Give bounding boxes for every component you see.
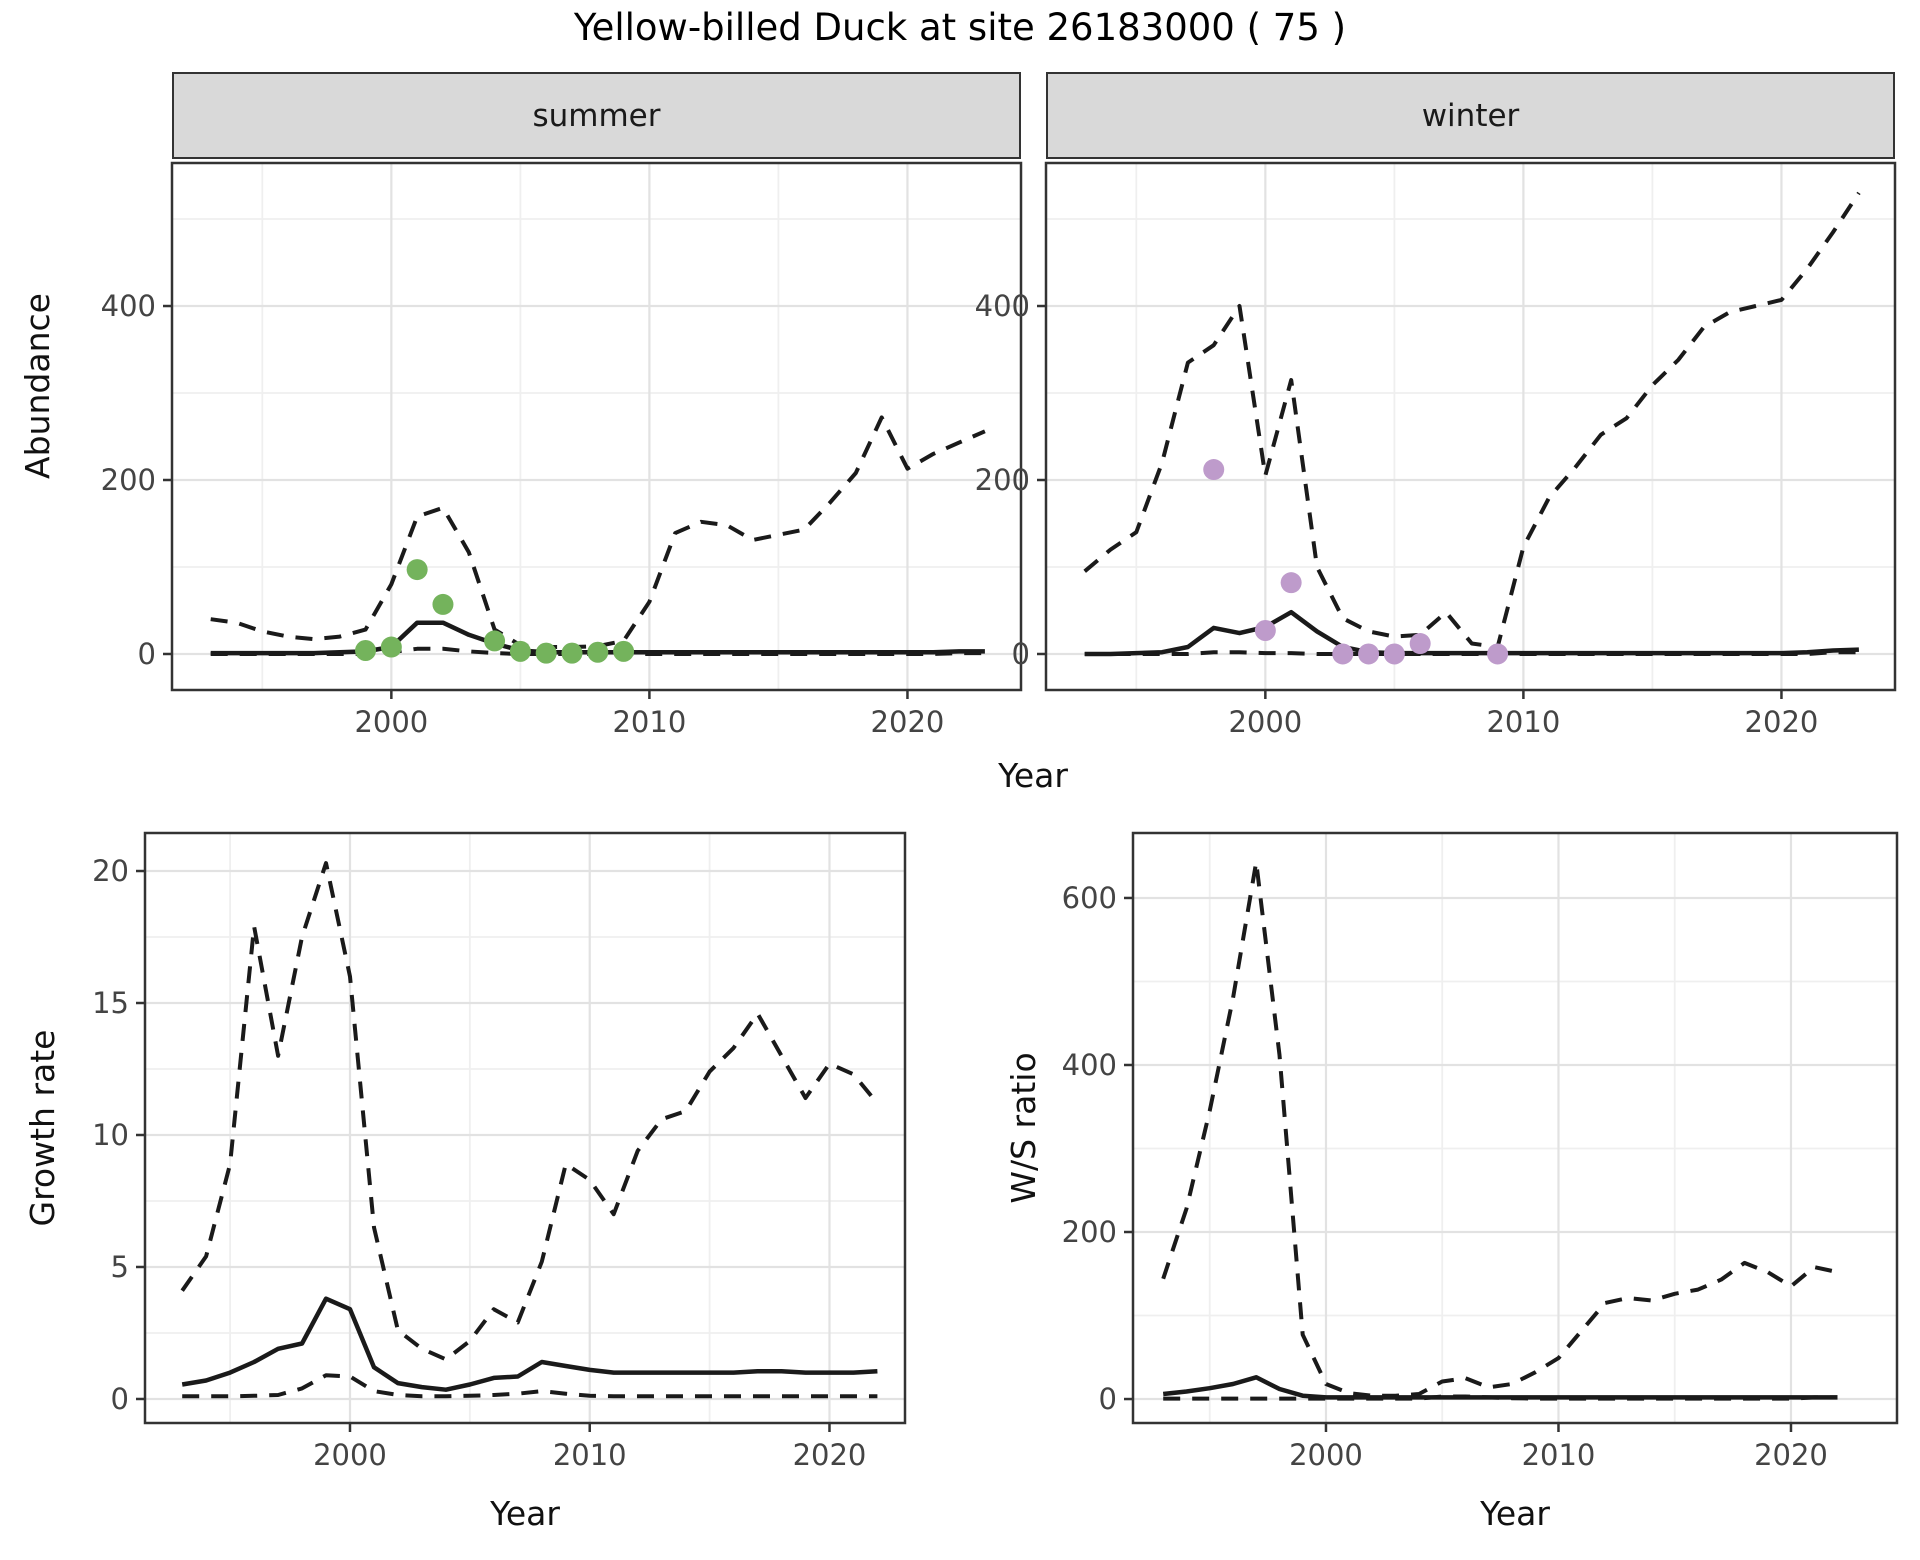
- x-tick-label: 2010: [612, 705, 686, 739]
- x-tick-label: 2010: [1522, 1438, 1596, 1472]
- series-median-fit: [1084, 609, 1859, 657]
- y-tick-label: 0: [1012, 637, 1030, 671]
- page-title: Yellow-billed Duck at site 26183000 ( 75…: [573, 6, 1347, 49]
- facet-strip-winter: winter: [1046, 72, 1895, 159]
- y-axis-title-ws-ratio: W/S ratio: [1004, 1052, 1043, 1204]
- x-tick-label: 2010: [553, 1438, 627, 1472]
- data-point-summer-observations: [587, 641, 609, 663]
- x-tick-label: 2000: [313, 1438, 387, 1472]
- series-upper-ci: [210, 415, 986, 649]
- x-tick-label: 2010: [1486, 705, 1560, 739]
- x-tick-label: 2020: [871, 705, 945, 739]
- data-point-summer-observations: [406, 559, 428, 581]
- x-axis-title-year-bottom-right: Year: [1480, 1494, 1550, 1533]
- y-tick-label: 5: [111, 1250, 129, 1284]
- series-lower-ci: [182, 1373, 878, 1399]
- y-tick-label: 600: [1062, 881, 1117, 915]
- panel-bg: [145, 833, 905, 1423]
- x-tick-label: 2020: [1745, 705, 1819, 739]
- data-point-winter-observations: [1254, 619, 1276, 641]
- facet-strip-summer: summer: [172, 72, 1021, 159]
- data-point-summer-observations: [561, 642, 583, 664]
- x-tick-label: 2000: [1228, 705, 1302, 739]
- panel-bg: [172, 163, 1021, 690]
- y-tick-label: 400: [101, 289, 156, 323]
- x-tick-label: 2020: [793, 1438, 867, 1472]
- y-axis-title-growth-rate: Growth rate: [23, 1029, 62, 1227]
- data-point-winter-observations: [1358, 643, 1380, 665]
- facet-strip-winter-label: winter: [1421, 97, 1520, 134]
- data-point-winter-observations: [1203, 459, 1225, 481]
- data-point-summer-observations: [484, 630, 506, 652]
- data-point-winter-observations: [1280, 572, 1302, 594]
- series-upper-ci: [180, 861, 879, 1362]
- data-point-summer-observations: [432, 593, 454, 615]
- data-point-winter-observations: [1332, 643, 1354, 665]
- panel-abundance-winter: 2000 2010 2020 0 200 400: [975, 161, 1897, 739]
- panel-border: [143, 831, 907, 1425]
- data-point-winter-observations: [1383, 643, 1405, 665]
- x-tick-label: 2000: [354, 705, 428, 739]
- x-axis-title-year-bottom-left: Year: [490, 1494, 560, 1533]
- panel-bg: [1046, 163, 1895, 690]
- data-point-summer-observations: [380, 636, 402, 658]
- panel-border: [1131, 831, 1899, 1425]
- data-point-summer-observations: [355, 640, 377, 662]
- data-point-summer-observations: [535, 642, 557, 664]
- data-point-winter-observations: [1409, 633, 1431, 655]
- y-tick-label: 200: [1062, 1215, 1117, 1249]
- series-median-fit: [1162, 1375, 1838, 1400]
- y-tick-label: 200: [101, 463, 156, 497]
- y-tick-label: 400: [1062, 1048, 1117, 1082]
- series-median-fit: [181, 1296, 878, 1392]
- y-tick-label: 0: [1099, 1382, 1117, 1416]
- x-tick-label: 2020: [1754, 1438, 1828, 1472]
- data-point-summer-observations: [509, 640, 531, 662]
- panel-ws-ratio: 2000 2010 2020 0 200 400 600: [1062, 831, 1899, 1472]
- panel-abundance-summer: 2000 2010 2020 0 200 400: [101, 161, 1023, 739]
- x-axis-title-year-top: Year: [998, 756, 1068, 795]
- y-tick-label: 0: [111, 1382, 129, 1416]
- y-tick-label: 400: [975, 289, 1030, 323]
- y-tick-label: 200: [975, 463, 1030, 497]
- y-tick-label: 0: [138, 637, 156, 671]
- series-upper-ci: [1161, 860, 1838, 1398]
- y-tick-label: 20: [92, 854, 129, 888]
- panel-bg: [1133, 833, 1897, 1423]
- panel-border: [170, 161, 1023, 692]
- y-axis-title-abundance: Abundance: [18, 293, 57, 479]
- y-tick-label: 10: [92, 1118, 129, 1152]
- data-point-winter-observations: [1487, 643, 1509, 665]
- panel-growth-rate: 2000 2010 2020 0 5 10 15 20: [92, 831, 907, 1472]
- series-upper-ci: [1083, 191, 1861, 649]
- data-point-summer-observations: [613, 640, 635, 662]
- panel-border: [1044, 161, 1897, 692]
- x-tick-label: 2000: [1289, 1438, 1363, 1472]
- y-tick-label: 15: [92, 986, 129, 1020]
- facet-strip-summer-label: summer: [532, 97, 661, 134]
